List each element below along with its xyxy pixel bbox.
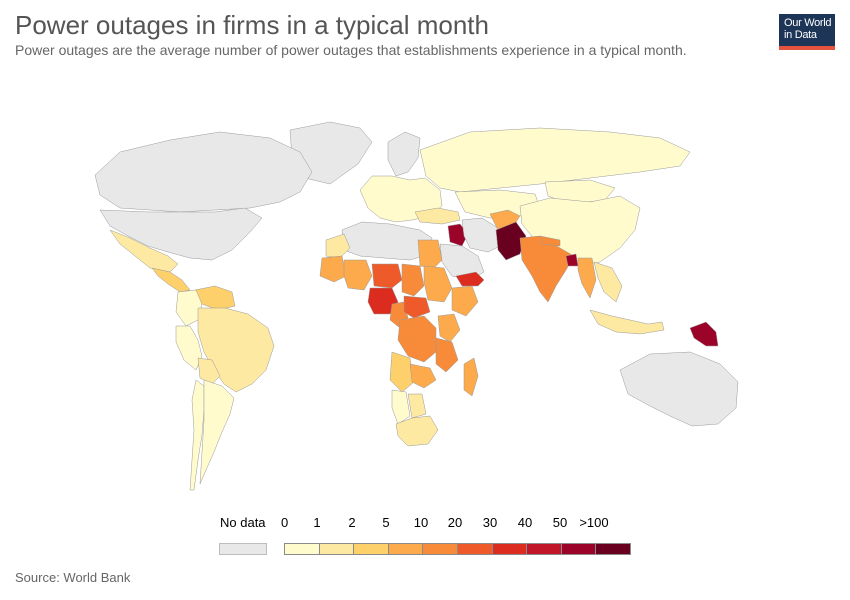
map-region-mexico[interactable] (109, 229, 179, 273)
legend-bin-3[interactable] (353, 543, 389, 555)
map-region-united-states[interactable] (99, 207, 263, 261)
map-region-nepal[interactable] (539, 235, 561, 247)
legend-tick-label: 30 (482, 515, 498, 530)
map-region-angola[interactable] (389, 351, 415, 393)
logo-line-1: Our World (784, 17, 832, 29)
map-region-botswana[interactable] (407, 393, 427, 419)
legend-tick-label: 2 (348, 515, 356, 530)
map-region-central-african-republic[interactable] (403, 295, 431, 319)
legend-tick-label: >100 (579, 515, 609, 530)
legend-tick-label: 1 (313, 515, 321, 530)
legend-tick-label: 50 (552, 515, 568, 530)
map-region-bangladesh[interactable] (565, 253, 579, 267)
map-region-papua-new-guinea[interactable] (689, 321, 719, 347)
source-note: Source: World Bank (15, 570, 131, 585)
map-region-central-america[interactable] (151, 267, 191, 293)
map-region-sudan[interactable] (423, 265, 453, 303)
legend-bin-6[interactable] (457, 543, 493, 555)
map-region-europe[interactable] (359, 175, 443, 223)
map-region-mali[interactable] (343, 259, 373, 291)
map-region-southeast-asia[interactable] (593, 261, 623, 303)
map-region-dr-congo[interactable] (397, 315, 437, 363)
map-region-madagascar[interactable] (463, 357, 479, 397)
chart-title: Power outages in firms in a typical mont… (15, 10, 489, 40)
map-region-namibia[interactable] (391, 389, 411, 425)
legend-bin-5[interactable] (422, 543, 458, 555)
legend-tick-label: 0 (281, 515, 289, 530)
legend-no-data-label: No data (220, 515, 266, 530)
map-region-myanmar[interactable] (577, 257, 597, 299)
legend-tick-label: 5 (382, 515, 390, 530)
legend-bin-10[interactable] (595, 543, 631, 555)
map-region-ethiopia[interactable] (451, 285, 479, 317)
map-region-turkey[interactable] (414, 207, 461, 225)
legend-tick-label: 10 (413, 515, 429, 530)
map-region-tanzania[interactable] (435, 337, 459, 373)
map-legend: No data 0 1 2 5 10 20 30 40 50 >100 (0, 508, 850, 558)
map-region-canada[interactable] (94, 131, 313, 213)
map-region-egypt[interactable] (417, 239, 443, 269)
legend-bin-1[interactable] (284, 543, 320, 555)
legend-bin-2[interactable] (318, 543, 355, 555)
map-region-indonesia[interactable] (589, 309, 665, 335)
legend-bin-7[interactable] (491, 543, 528, 555)
map-region-russia[interactable] (419, 127, 691, 193)
map-region-morocco[interactable] (325, 233, 351, 259)
chart-subtitle: Power outages are the average number of … (15, 42, 687, 58)
map-region-niger[interactable] (371, 263, 403, 289)
map-region-mauritania[interactable] (319, 255, 347, 283)
map-region-bolivia[interactable] (197, 357, 221, 385)
legend-bin-9[interactable] (560, 543, 597, 555)
legend-bin-8[interactable] (526, 543, 562, 555)
legend-bin-4[interactable] (387, 543, 424, 555)
map-region-nigeria[interactable] (367, 287, 399, 315)
legend-tick-label: 20 (447, 515, 463, 530)
map-region-south-africa[interactable] (395, 415, 439, 447)
map-region-zambia[interactable] (409, 363, 437, 389)
map-region-argentina[interactable] (199, 379, 235, 485)
legend-no-data-swatch[interactable] (219, 543, 267, 555)
map-region-scandinavia[interactable] (387, 131, 421, 177)
map-region-pakistan[interactable] (495, 221, 527, 261)
map-region-iran[interactable] (461, 217, 501, 253)
map-region-yemen[interactable] (455, 271, 485, 287)
map-region-kenya[interactable] (437, 313, 461, 343)
logo-line-2: in Data (784, 29, 817, 41)
map-regions (94, 121, 739, 491)
map-region-chad[interactable] (401, 263, 425, 297)
legend-tick-label: 40 (517, 515, 533, 530)
map-region-australia[interactable] (619, 351, 739, 427)
owid-logo[interactable]: Our World in Data (779, 14, 835, 50)
world-map (94, 121, 739, 491)
